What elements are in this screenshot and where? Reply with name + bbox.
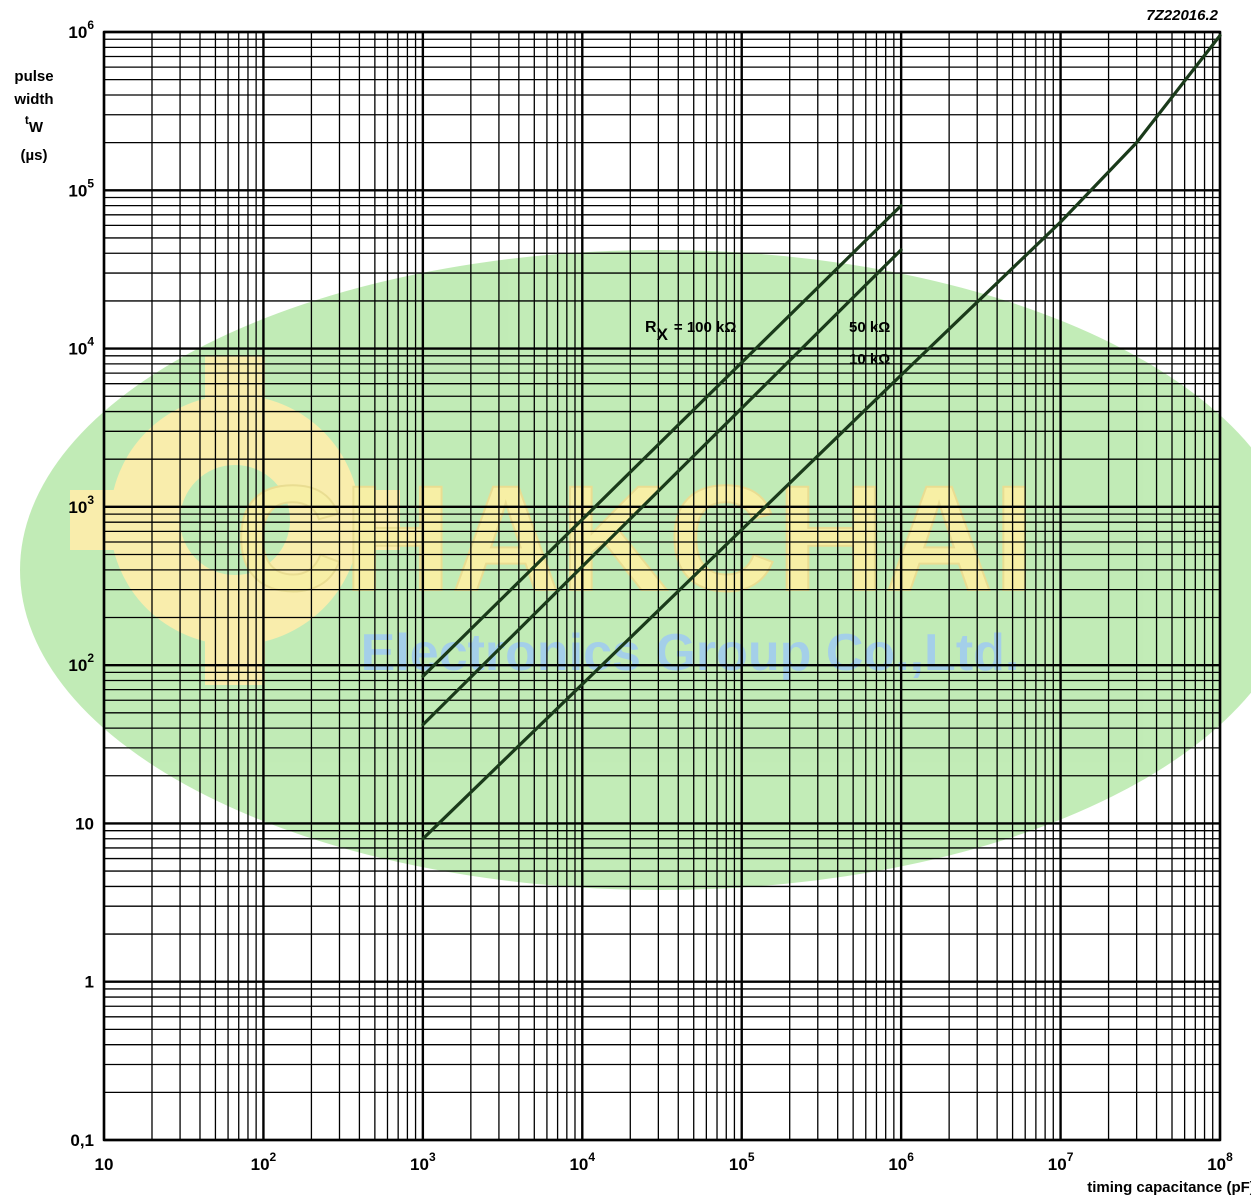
figure-code: 7Z22016.2 bbox=[1146, 7, 1218, 24]
watermark-subtitle: Electronics Group Co.,Ltd. bbox=[361, 624, 1020, 682]
series-label-100k: RX = 100 kΩ bbox=[645, 319, 736, 344]
y-label-line-1: pulse bbox=[14, 68, 53, 85]
y-tick-label: 103 bbox=[68, 493, 94, 517]
y-tick-label: 1 bbox=[85, 973, 94, 992]
y-tick-label: 102 bbox=[68, 651, 94, 675]
x-axis-label: timing capacitance (pF) bbox=[1087, 1179, 1251, 1196]
y-tick-labels: 0,1 1 10 102 103 104 105 106 bbox=[68, 18, 94, 1150]
plot-frame bbox=[102, 30, 1222, 1142]
y-tick-label: 105 bbox=[68, 176, 94, 200]
y-tick-label: 104 bbox=[68, 335, 94, 359]
grid bbox=[102, 30, 1222, 1142]
y-label-line-4: (µs) bbox=[21, 147, 48, 164]
series-line-0 bbox=[421, 204, 903, 678]
x-tick-label: 102 bbox=[251, 1150, 277, 1174]
series-labels: RX = 100 kΩ 50 kΩ 10 kΩ bbox=[645, 319, 890, 368]
y-tick-label: 106 bbox=[68, 18, 94, 42]
y-tick-label: 0,1 bbox=[70, 1131, 94, 1150]
series-group bbox=[421, 33, 1222, 841]
x-tick-label: 104 bbox=[569, 1150, 595, 1174]
y-axis-label: pulse width tW (µs) bbox=[13, 68, 53, 164]
x-tick-label: 10 bbox=[95, 1155, 114, 1174]
series-line-1 bbox=[421, 248, 903, 727]
x-tick-label: 103 bbox=[410, 1150, 436, 1174]
x-tick-labels: 10 102 103 104 105 106 107 108 bbox=[95, 1150, 1234, 1174]
y-label-line-3: tW bbox=[25, 113, 44, 136]
watermark-title: CHAKCHAI bbox=[235, 454, 1035, 622]
x-tick-label: 106 bbox=[888, 1150, 914, 1174]
x-tick-label: 105 bbox=[729, 1150, 755, 1174]
series-label-50k: 50 kΩ bbox=[849, 319, 890, 336]
y-tick-label: 10 bbox=[75, 814, 94, 833]
series-line-2 bbox=[421, 33, 1222, 841]
y-label-line-2: width bbox=[13, 91, 53, 108]
x-tick-label: 108 bbox=[1207, 1150, 1233, 1174]
x-tick-label: 107 bbox=[1048, 1150, 1074, 1174]
series-label-10k: 10 kΩ bbox=[849, 351, 890, 368]
